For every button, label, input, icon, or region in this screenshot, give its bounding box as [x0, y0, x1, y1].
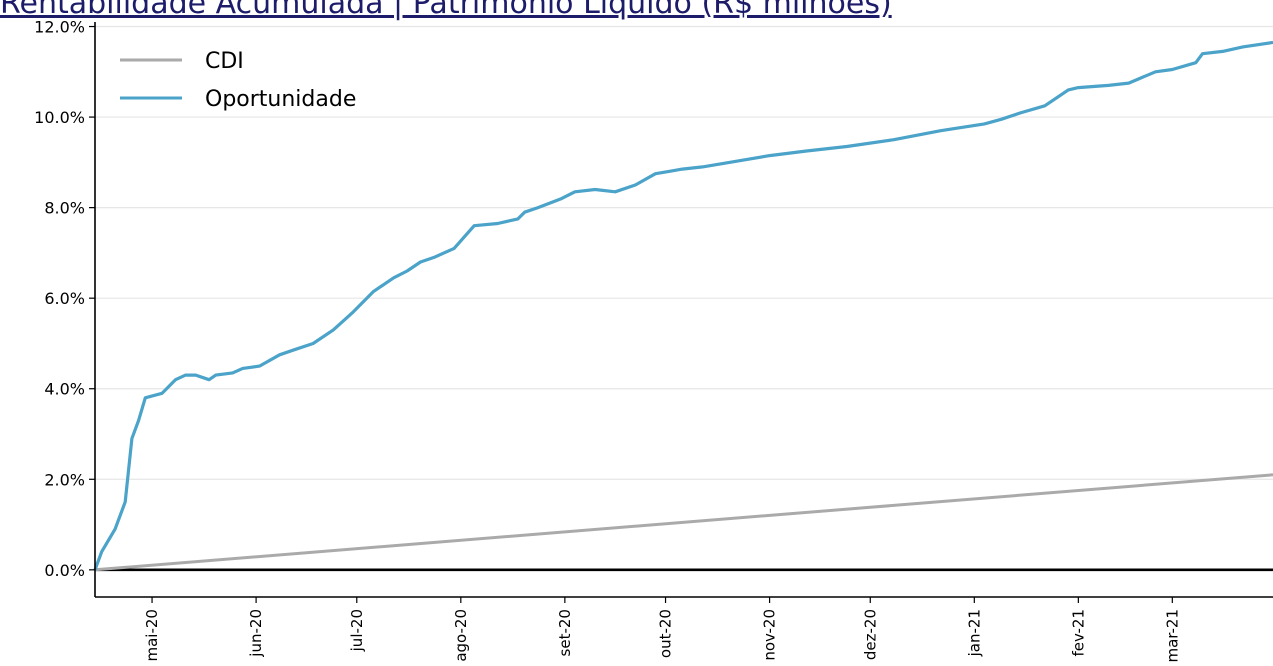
series-line-cdi [94, 473, 1273, 572]
x-tick-label: fev-21 [1069, 609, 1087, 656]
series-lines [93, 40, 1273, 572]
x-tick-label: jul-20 [348, 609, 366, 652]
y-tick-label: 12.0% [34, 18, 85, 37]
series-line-oportunidade [93, 40, 1273, 571]
x-tick-label: dez-20 [861, 609, 879, 660]
x-ticks: mai-20 jun-20 jul-20 ago-20 set-20 out-20 nov-… [143, 597, 1181, 663]
y-tick-label: 10.0% [34, 108, 85, 127]
legend-label: Oportunidade [205, 87, 356, 112]
x-tick-label: mar-21 [1163, 609, 1181, 663]
y-tick-label: 6.0% [44, 289, 85, 308]
y-tick-label: 0.0% [44, 561, 85, 580]
y-tick-label: 8.0% [44, 199, 85, 218]
chart-title: Rentabilidade Acumulada | Patrimônio Líq… [0, 0, 892, 21]
y-tick-label: 2.0% [44, 470, 85, 489]
y-ticks: 0.0% 2.0% 4.0% 6.0% 8.0% 10.0% 12.0% [34, 18, 95, 580]
x-tick-label: jun-20 [247, 609, 265, 658]
axes [94, 22, 1273, 598]
grid-lines [95, 25, 1273, 572]
x-tick-label: out-20 [657, 609, 675, 658]
x-tick-label: set-20 [556, 609, 574, 656]
legend-label: CDI [205, 49, 244, 74]
x-tick-label: nov-20 [761, 609, 779, 661]
x-tick-label: ago-20 [452, 609, 470, 662]
x-tick-label: jan-21 [965, 609, 983, 657]
y-tick-label: 4.0% [44, 380, 85, 399]
x-tick-label: mai-20 [143, 609, 161, 661]
legend: CDI Oportunidade [120, 49, 356, 112]
